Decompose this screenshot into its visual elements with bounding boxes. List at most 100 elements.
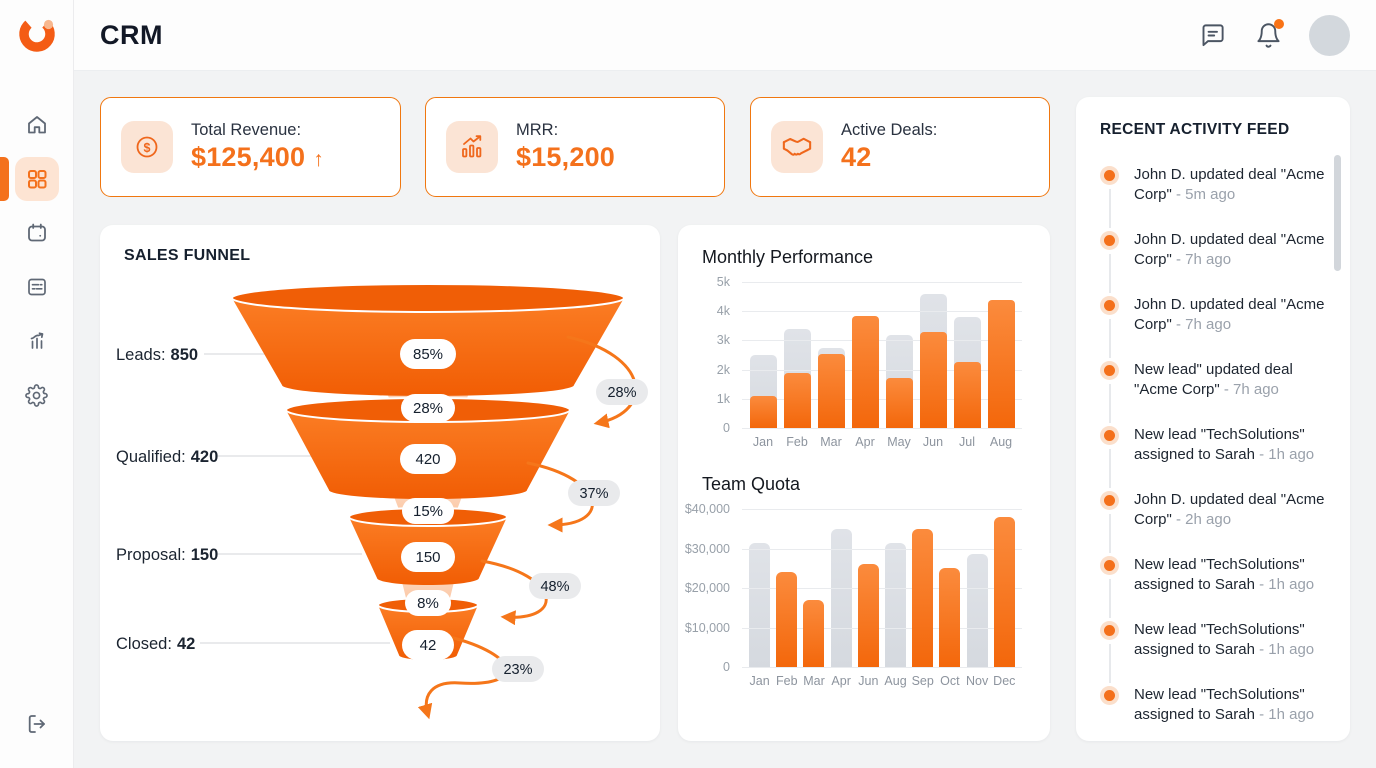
bar-slot[interactable]: Sep	[912, 509, 934, 688]
app-logo-icon[interactable]	[16, 13, 58, 55]
activity-item[interactable]: John D. updated deal "Acme Corp" - 7h ag…	[1100, 295, 1328, 358]
sidebar	[0, 0, 74, 768]
gridline	[742, 627, 1022, 629]
x-tick-label: Dec	[993, 674, 1016, 688]
bar-slot[interactable]: Aug	[884, 509, 907, 688]
activity-item[interactable]: New lead "TechSolutions" assigned to Sar…	[1100, 620, 1328, 683]
avatar[interactable]	[1309, 14, 1350, 56]
sidebar-item-home[interactable]	[15, 103, 59, 147]
dashboard-grid-icon	[27, 170, 46, 189]
quota-bar[interactable]	[912, 528, 934, 667]
svg-text:37%: 37%	[579, 486, 608, 502]
x-tick-label: Aug	[884, 674, 907, 688]
x-tick-label: Jun	[858, 674, 879, 688]
bar-slot[interactable]: Jan	[749, 282, 777, 449]
x-tick-label: Sep	[911, 674, 934, 688]
plot-area: Jan Feb Mar Apr May Jun Jul Aug	[742, 282, 1022, 449]
bar-slot[interactable]: Aug	[987, 282, 1015, 449]
activity-item[interactable]: John D. updated deal "Acme Corp" - 2h ag…	[1100, 490, 1328, 553]
bar-slot[interactable]: Jun	[857, 509, 879, 688]
quota-bar[interactable]	[993, 516, 1015, 667]
gridline	[742, 340, 1022, 342]
bar-slot[interactable]: Mar	[803, 509, 825, 688]
activity-dot-icon	[1100, 231, 1119, 250]
kpi-card-mrr[interactable]: MRR: $15,200	[425, 97, 725, 197]
bar-slot[interactable]: Feb	[783, 282, 811, 449]
bar-slot[interactable]: Feb	[776, 509, 798, 688]
sidebar-item-dashboard[interactable]	[0, 157, 59, 201]
kpi-card-total-revenue[interactable]: $ Total Revenue: $125,400 ↑	[100, 97, 401, 197]
bar-slot[interactable]: Jan	[749, 509, 771, 688]
bar-slot[interactable]: Jul	[953, 282, 981, 449]
activity-time: - 7h ago	[1171, 315, 1232, 333]
x-tick-label: Apr	[831, 674, 851, 688]
chat-button[interactable]	[1197, 20, 1227, 50]
y-tick-label: 2k	[716, 362, 730, 377]
activity-item[interactable]: New lead "TechSolutions" assigned to Sar…	[1100, 425, 1328, 488]
quota-bar[interactable]	[749, 542, 771, 667]
actual-bar[interactable]	[885, 378, 913, 428]
actual-bar[interactable]	[749, 395, 777, 428]
actual-bar[interactable]	[783, 372, 811, 428]
sidebar-item-calendar[interactable]	[15, 211, 59, 255]
quota-bar[interactable]	[803, 599, 825, 667]
sidebar-item-analytics[interactable]	[15, 319, 59, 363]
quota-bar[interactable]	[966, 554, 988, 667]
bar-slot[interactable]: Jun	[919, 282, 947, 449]
plot-area: Jan Feb Mar Apr Jun Aug Sep Oct Nov Dec	[742, 509, 1022, 688]
notifications-button[interactable]	[1253, 19, 1284, 50]
activity-item[interactable]: New lead" updated deal "Acme Corp" - 7h …	[1100, 360, 1328, 423]
quota-bar[interactable]	[939, 568, 961, 667]
activity-item[interactable]: John D. updated deal "Acme Corp" - 7h ag…	[1100, 230, 1328, 293]
funnel-label-lines	[200, 353, 390, 644]
gridline	[742, 369, 1022, 371]
bar-slot[interactable]: Apr	[851, 282, 879, 449]
activity-time: - 1h ago	[1254, 445, 1315, 463]
bar-slot[interactable]: Apr	[830, 509, 852, 688]
activity-time: - 7h ago	[1171, 250, 1232, 268]
svg-text:48%: 48%	[540, 579, 569, 595]
bar-slot[interactable]: Nov	[966, 509, 988, 688]
actual-bar[interactable]	[953, 362, 981, 428]
kpi-card-active-deals[interactable]: Active Deals: 42	[750, 97, 1050, 197]
y-tick-label: $10,000	[684, 620, 730, 635]
quota-bar[interactable]	[776, 572, 798, 667]
activity-dot-icon	[1100, 686, 1119, 705]
actual-bar[interactable]	[817, 353, 845, 428]
sidebar-item-logout[interactable]	[15, 702, 59, 746]
quota-bar[interactable]	[830, 528, 852, 667]
activity-text: John D. updated deal "Acme Corp"	[1134, 166, 1325, 203]
sidebar-item-tasks[interactable]	[15, 265, 59, 309]
activity-dot-icon	[1100, 491, 1119, 510]
activity-item[interactable]: New lead "TechSolutions" assigned to Sar…	[1100, 685, 1328, 724]
activity-dot-icon	[1100, 621, 1119, 640]
bar-slot[interactable]: Oct	[939, 509, 961, 688]
actual-bar[interactable]	[919, 331, 947, 428]
svg-text:8%: 8%	[417, 595, 439, 612]
actual-bar[interactable]	[987, 299, 1015, 428]
svg-text:28%: 28%	[607, 385, 636, 401]
home-icon	[27, 116, 46, 134]
bar-slot[interactable]: Mar	[817, 282, 845, 449]
activity-item[interactable]: New lead "TechSolutions" assigned to Sar…	[1100, 555, 1328, 618]
scrollbar-thumb[interactable]	[1334, 155, 1341, 271]
quota-bar[interactable]	[857, 564, 879, 667]
x-tick-label: Jul	[959, 435, 975, 449]
activity-text: John D. updated deal "Acme Corp"	[1134, 491, 1325, 528]
monthly-performance-chart: 5k 4k 3k 2k 1k 0 Jan Feb Mar Apr May Jun Jul Aug	[702, 275, 1026, 449]
x-tick-label: May	[887, 435, 911, 449]
bar-slot[interactable]: May	[885, 282, 913, 449]
sales-funnel-chart: Leads: 850 Qualified: 420 Proposal: 150 Clo…	[116, 283, 648, 720]
svg-text:15%: 15%	[413, 503, 443, 520]
activity-list: John D. updated deal "Acme Corp" - 5m ag…	[1100, 165, 1328, 724]
activity-item[interactable]: John D. updated deal "Acme Corp" - 5m ag…	[1100, 165, 1328, 228]
activity-text: New lead "TechSolutions" assigned to Sar…	[1134, 426, 1305, 463]
x-tick-label: Mar	[803, 674, 825, 688]
bar-slot[interactable]: Dec	[993, 509, 1015, 688]
actual-bar[interactable]	[851, 315, 879, 428]
quota-bar[interactable]	[885, 542, 907, 667]
recent-activity-feed: RECENT ACTIVITY FEED John D. updated dea…	[1076, 97, 1350, 741]
activity-feed-title: RECENT ACTIVITY FEED	[1100, 121, 1290, 138]
sidebar-item-settings[interactable]	[15, 373, 59, 417]
activity-text: New lead "TechSolutions" assigned to Sar…	[1134, 686, 1305, 723]
